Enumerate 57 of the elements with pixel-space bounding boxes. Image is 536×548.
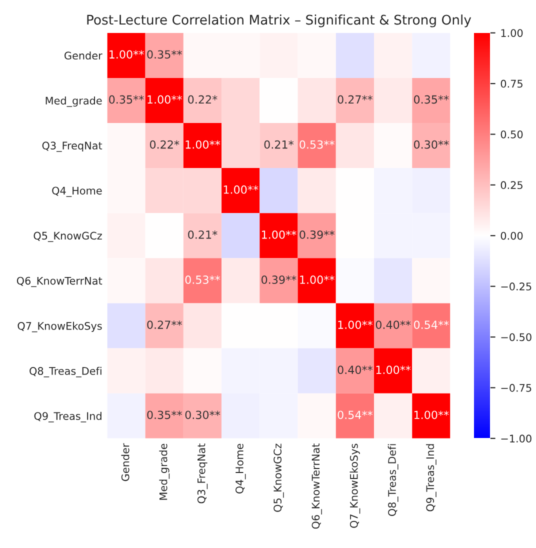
data-label: 0.54** xyxy=(338,410,373,420)
data-label: 1.00** xyxy=(186,140,220,149)
y-tick-label: Q6_KnowTerrNat xyxy=(16,276,102,288)
color-bar-label: −0.50 xyxy=(501,333,532,342)
data-label: 0.39** xyxy=(262,276,296,284)
x-tick-label: Med_grade xyxy=(159,444,170,500)
data-label: 0.54** xyxy=(414,320,449,329)
data-label: 0.21* xyxy=(264,140,294,149)
y-tick-label: Gender xyxy=(64,51,102,60)
data-label: 0.35** xyxy=(414,95,449,104)
x-tick-label: Q4_Home xyxy=(236,444,246,494)
x-tick-label: Q8_Treas_Defi xyxy=(388,444,398,516)
x-tick-label: Q6_KnowTerrNat xyxy=(312,444,322,529)
y-tick-label: Q5_KnowGCz xyxy=(34,232,102,242)
x-tick-label: Q9_Treas_Ind xyxy=(426,444,436,512)
data-label: 0.27** xyxy=(338,95,373,104)
data-label: 1.00** xyxy=(338,320,373,329)
color-bar-label: 1.00 xyxy=(501,29,523,37)
data-label: 1.00** xyxy=(376,366,411,374)
data-label: 0.22* xyxy=(188,95,218,104)
data-label: 0.30** xyxy=(414,140,449,149)
color-bar-label: 0.50 xyxy=(500,130,523,138)
data-label: 1.00** xyxy=(148,95,182,104)
data-label: 0.27** xyxy=(147,320,182,329)
data-label: 0.53** xyxy=(185,276,220,284)
data-label: 0.35** xyxy=(147,50,182,59)
x-tick-label: Q5_KnowGCz xyxy=(274,444,284,512)
color-bar-label: 0.00 xyxy=(500,232,523,240)
data-label: 0.39** xyxy=(300,230,334,239)
color-bar-label: −0.25 xyxy=(501,282,532,290)
y-tick-label: Q4_Home xyxy=(52,186,102,197)
data-label: 1.00** xyxy=(300,276,334,284)
data-label: 0.22* xyxy=(150,140,180,149)
data-label: 1.00** xyxy=(110,50,144,59)
data-label: 0.40** xyxy=(338,366,373,374)
y-tick-label: Q7_KnowEkoSys xyxy=(18,322,102,332)
data-label: 0.21* xyxy=(188,230,218,239)
data-label: 1.00** xyxy=(224,185,258,194)
y-tick-label: Q9_Treas_Ind xyxy=(34,412,102,422)
data-label: 0.35** xyxy=(109,95,144,104)
data-label: 0.35** xyxy=(147,410,182,420)
y-tick-label: Med_grade xyxy=(46,96,102,107)
x-tick-label: Gender xyxy=(121,443,130,482)
y-tick-label: Q3_FreqNat xyxy=(42,142,102,152)
data-label: 1.00** xyxy=(414,410,449,420)
data-label: 1.00** xyxy=(262,230,296,239)
data-label: 0.30** xyxy=(185,410,220,420)
color-bar-label: 0.75 xyxy=(500,80,522,88)
x-tick-label: Q3_FreqNat xyxy=(197,444,208,504)
data-label: 0.40** xyxy=(376,320,411,329)
color-bar-label: 0.25 xyxy=(500,181,522,190)
chart-title: Post-Lecture Correlation Matrix – Significant & Strong Only xyxy=(87,14,472,28)
y-tick-label: Q8_Treas_Defi xyxy=(30,366,102,378)
color-bar-label: −1.00 xyxy=(501,434,532,443)
color-bar-label: −0.75 xyxy=(501,384,532,392)
data-label: 0.53** xyxy=(300,140,334,149)
x-tick-label: Q7_KnowEkoSys xyxy=(350,444,360,528)
